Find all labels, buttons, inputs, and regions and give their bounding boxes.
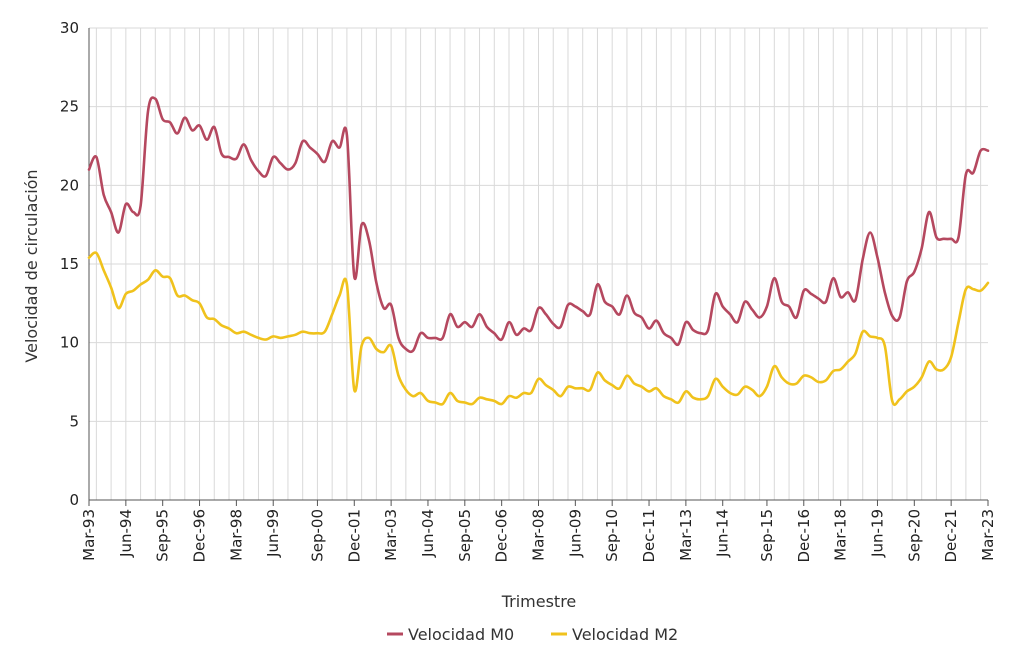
x-tick-label: Jun-99 — [264, 509, 282, 558]
x-tick-label: Dec-96 — [191, 509, 209, 563]
y-axis-ticks: 0 5 10 15 20 25 30 — [60, 19, 79, 509]
x-tick-label: Dec-01 — [345, 509, 363, 563]
x-tick-label: Mar-93 — [80, 509, 98, 561]
x-axis-ticks: Mar-93 Jun-94 Sep-95 Dec-96 Mar-98 Jun-99 Sep-… — [80, 500, 997, 563]
y-tick-label: 5 — [69, 412, 79, 430]
x-axis-title: Trimestre — [501, 592, 577, 611]
legend: Velocidad M0 Velocidad M2 — [387, 625, 678, 644]
gridlines — [89, 27, 988, 500]
x-tick-label: Dec-06 — [493, 509, 511, 563]
y-tick-label: 10 — [60, 334, 79, 352]
x-tick-label: Mar-08 — [530, 509, 548, 561]
y-tick-label: 30 — [60, 19, 79, 37]
x-tick-label: Sep-95 — [154, 509, 172, 562]
x-tick-label: Jun-94 — [117, 509, 135, 558]
x-tick-label: Mar-23 — [979, 509, 997, 561]
x-tick-label: Dec-16 — [795, 509, 813, 563]
series-line-velocidad-m2 — [87, 251, 990, 407]
series-line-velocidad-m0 — [87, 96, 990, 354]
y-tick-label: 25 — [60, 98, 79, 116]
x-tick-label: Jun-09 — [566, 509, 584, 558]
x-tick-label: Dec-11 — [640, 509, 658, 563]
x-tick-label: Jun-14 — [714, 509, 732, 558]
legend-label-m0: Velocidad M0 — [408, 625, 514, 644]
y-tick-label: 0 — [69, 491, 79, 509]
series-lines — [87, 96, 990, 407]
x-tick-label: Sep-00 — [308, 509, 326, 562]
x-tick-label: Sep-10 — [603, 509, 621, 562]
x-tick-label: Jun-04 — [419, 509, 437, 558]
x-tick-label: Jun-19 — [868, 509, 886, 558]
x-tick-label: Sep-20 — [905, 509, 923, 562]
y-axis-title: Velocidad de circulación — [22, 169, 41, 362]
y-tick-label: 20 — [60, 176, 79, 194]
y-tick-label: 15 — [60, 255, 79, 273]
x-tick-label: Sep-05 — [456, 509, 474, 562]
legend-label-m2: Velocidad M2 — [572, 625, 678, 644]
x-tick-label: Mar-98 — [227, 509, 245, 561]
x-tick-label: Mar-13 — [677, 509, 695, 561]
x-tick-label: Mar-18 — [832, 509, 850, 561]
x-tick-label: Dec-21 — [942, 509, 960, 563]
x-tick-label: Sep-15 — [758, 509, 776, 562]
x-tick-label: Mar-03 — [382, 509, 400, 561]
